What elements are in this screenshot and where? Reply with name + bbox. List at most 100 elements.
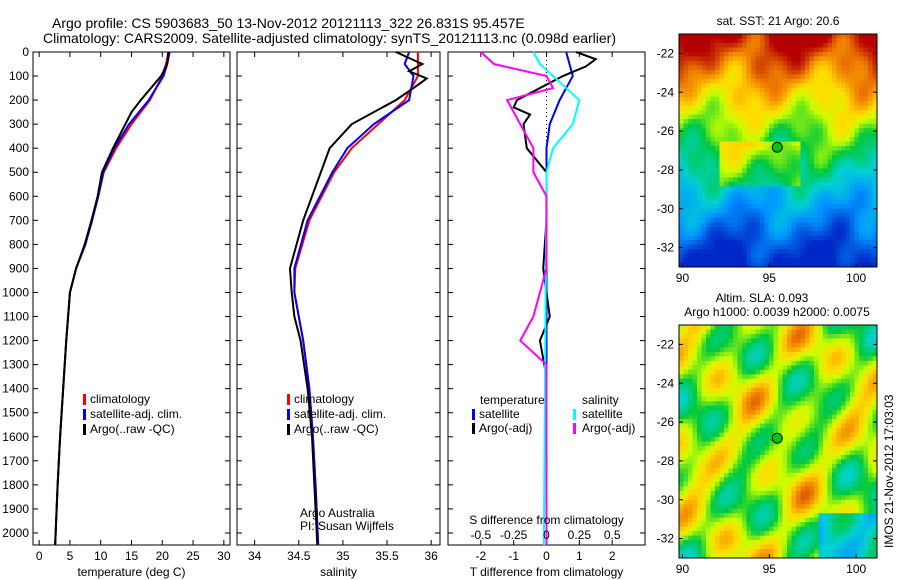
- map-cell: [814, 83, 819, 89]
- map-cell: [715, 199, 720, 205]
- map-cell: [818, 454, 824, 460]
- map-cell: [746, 47, 752, 53]
- map-cell: [737, 240, 743, 246]
- map-cell: [872, 423, 878, 429]
- map-cell: [697, 360, 702, 366]
- map-cell: [805, 544, 810, 550]
- map-cell: [796, 87, 801, 93]
- map-cell: [782, 123, 788, 129]
- map-cell: [683, 517, 689, 523]
- map-cell: [692, 504, 698, 510]
- map-cell: [809, 56, 815, 62]
- map-cell: [782, 441, 788, 447]
- map-cell: [796, 47, 801, 53]
- map-cell: [868, 549, 873, 555]
- map-cell: [800, 240, 806, 246]
- map-cell: [773, 190, 779, 196]
- map-cell: [769, 213, 774, 219]
- map-cell: [737, 181, 743, 187]
- map-cell: [769, 34, 774, 39]
- map-cell: [751, 387, 756, 393]
- map-cell: [742, 154, 747, 160]
- map-cell: [841, 119, 846, 125]
- map-cell: [764, 262, 770, 268]
- map-cell: [787, 83, 792, 89]
- map-cell: [733, 258, 738, 264]
- map-cell: [814, 181, 819, 187]
- map-cell: [746, 146, 752, 151]
- map-cell: [805, 226, 810, 232]
- map-cell: [728, 428, 734, 434]
- map-cell: [814, 190, 819, 196]
- map-cell: [800, 60, 806, 66]
- map-cell: [818, 499, 824, 505]
- map-cell: [719, 410, 725, 416]
- map-cell: [773, 396, 779, 402]
- map-cell: [728, 401, 734, 407]
- map-cell: [773, 540, 779, 546]
- map-cell: [706, 258, 711, 264]
- map-cell: [764, 356, 770, 362]
- map-cell: [814, 105, 819, 111]
- map-cell: [737, 401, 743, 407]
- map-cell: [688, 222, 693, 228]
- map-cell: [782, 253, 788, 259]
- map-cell: [746, 38, 752, 44]
- map-cell: [742, 387, 747, 393]
- map-cell: [832, 47, 837, 53]
- map-cell: [872, 387, 878, 393]
- map-cell: [823, 504, 828, 510]
- map-cell: [832, 181, 837, 187]
- map-cell: [719, 177, 725, 183]
- map-cell: [841, 195, 846, 201]
- map-cell: [814, 56, 819, 62]
- map-cell: [832, 123, 837, 129]
- map-cell: [782, 450, 788, 456]
- map-cell: [755, 508, 761, 514]
- map-cell: [787, 553, 792, 559]
- map-cell: [872, 383, 878, 389]
- map-cell: [791, 78, 797, 84]
- map-cell: [782, 405, 788, 411]
- map-cell: [787, 526, 792, 532]
- map-cell: [769, 38, 774, 44]
- map-cell: [800, 177, 806, 183]
- map-cell: [827, 463, 833, 469]
- map-cell: [701, 226, 707, 232]
- map-cell: [836, 204, 842, 210]
- map-cell: [710, 87, 716, 93]
- map-cell: [796, 258, 801, 264]
- x-tick-label: 34: [248, 549, 262, 563]
- map-cell: [814, 531, 819, 537]
- map-cell: [841, 360, 846, 366]
- map-cell: [863, 42, 869, 48]
- map-cell: [868, 42, 873, 48]
- map-cell: [823, 369, 828, 375]
- map-cell: [872, 123, 878, 129]
- map-cell: [710, 387, 716, 393]
- map-cell: [706, 356, 711, 362]
- map-cell: [719, 392, 725, 398]
- map-cell: [773, 387, 779, 393]
- map-cell: [701, 195, 707, 201]
- map-cell: [773, 360, 779, 366]
- map-cell: [850, 468, 855, 474]
- map-cell: [850, 437, 855, 442]
- map-cell: [832, 74, 837, 80]
- map-cell: [868, 190, 873, 196]
- map-cell: [688, 428, 693, 434]
- map-cell: [683, 374, 689, 380]
- map-cell: [859, 347, 864, 353]
- map-cell: [791, 342, 797, 348]
- map-cell: [823, 226, 828, 232]
- map-cell: [724, 325, 729, 330]
- map-cell: [868, 65, 873, 71]
- map-cell: [733, 477, 738, 483]
- map-cell: [751, 526, 756, 532]
- map-cell: [791, 517, 797, 523]
- map-cell: [827, 74, 833, 80]
- map-cell: [679, 531, 684, 537]
- map-cell: [805, 360, 810, 366]
- map-cell: [688, 105, 693, 111]
- map-cell: [728, 172, 734, 178]
